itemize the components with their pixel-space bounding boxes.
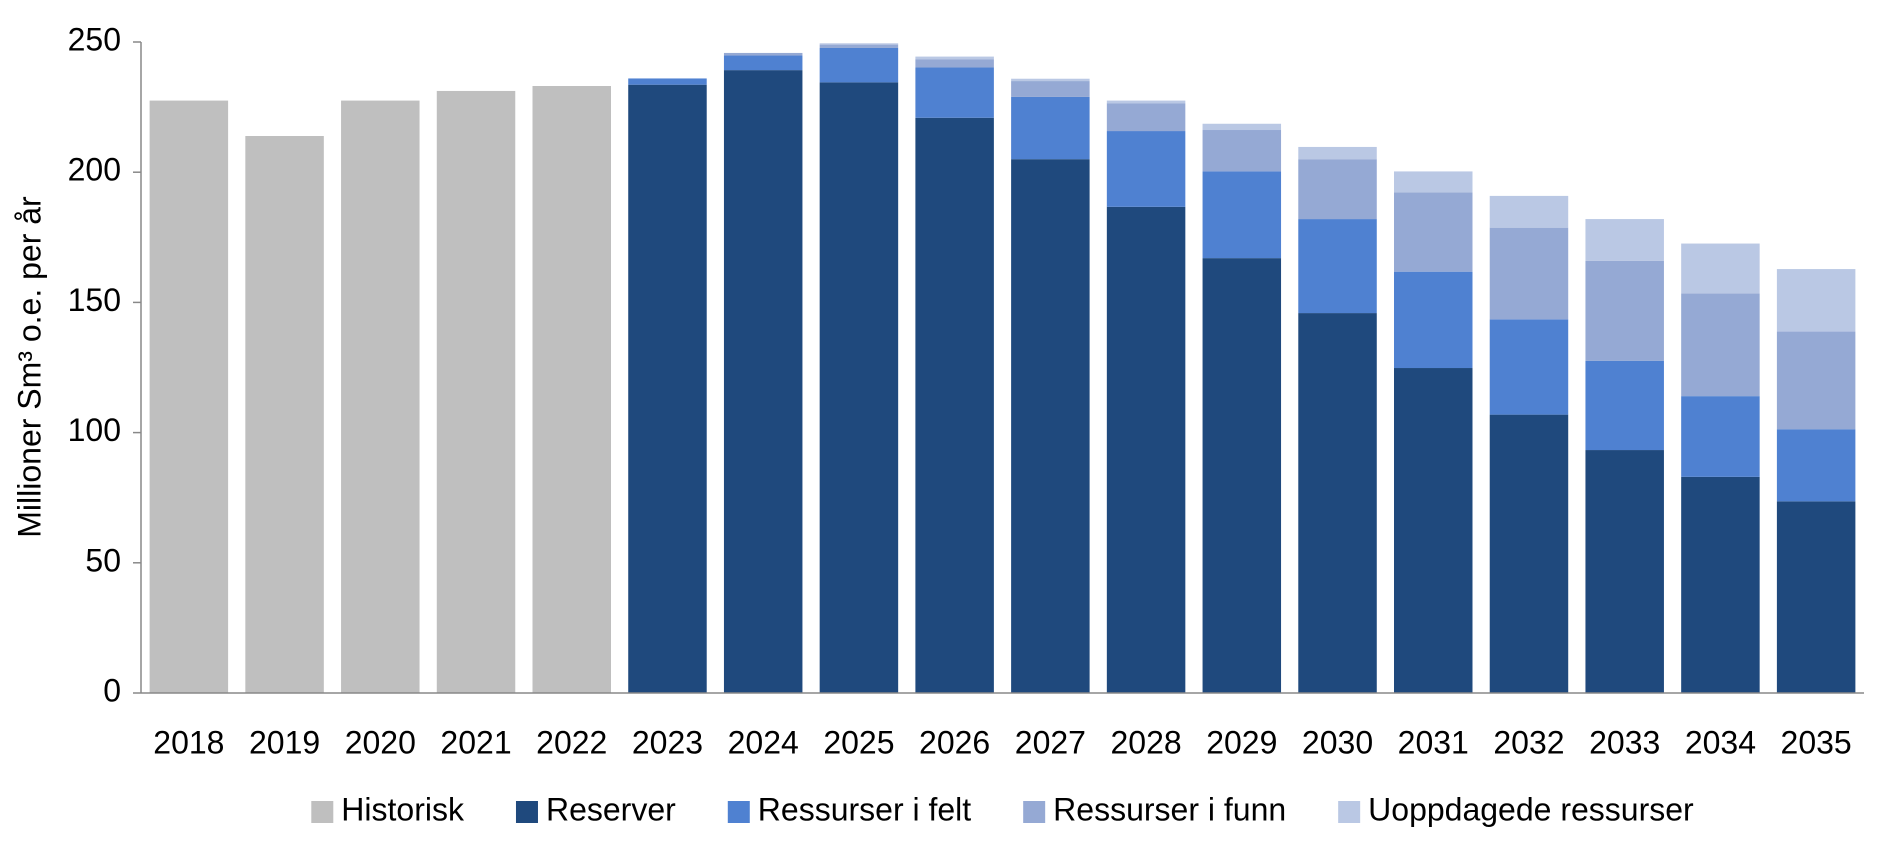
x-tick-label: 2027: [1015, 724, 1086, 760]
bar-segment: [723, 52, 803, 56]
x-tick-label: 2034: [1685, 724, 1756, 760]
x-tick-label: 2018: [153, 724, 224, 760]
bar-segment: [1394, 368, 1473, 693]
bar-segment: [1585, 360, 1664, 451]
x-tick-label: 2024: [728, 724, 799, 760]
bar-segment: [1681, 243, 1760, 294]
y-tick-label: 100: [68, 412, 121, 448]
bar-segment: [1681, 396, 1760, 477]
bar-segment: [1106, 206, 1186, 694]
bar-segment: [1489, 227, 1569, 320]
bar-segment: [1585, 260, 1664, 361]
bar-segment: [1202, 123, 1282, 131]
bar-segment: [819, 43, 899, 45]
bar-segment: [1776, 501, 1856, 693]
bar-segment: [1298, 146, 1377, 160]
y-tick-label: 50: [85, 542, 121, 578]
bar-segment: [1011, 81, 1090, 97]
bar-segment: [1681, 293, 1760, 397]
bar-segment: [819, 47, 899, 83]
y-tick-label: 150: [68, 282, 121, 318]
bar-segment: [1489, 195, 1569, 228]
bar-segment: [915, 67, 994, 118]
bar-segment: [915, 117, 994, 694]
bar-segment: [1298, 159, 1377, 220]
bar-segment: [245, 136, 324, 693]
bar-segment: [532, 86, 611, 694]
x-tick-label: 2033: [1589, 724, 1660, 760]
bar-segment: [1489, 414, 1569, 693]
x-tick-label: 2032: [1493, 724, 1564, 760]
bar-segment: [1106, 100, 1186, 104]
legend-swatch: [1338, 801, 1361, 823]
y-tick-label: 200: [68, 152, 121, 188]
bar-segment: [1585, 450, 1664, 693]
y-tick-label: 0: [103, 672, 121, 708]
legend-swatch: [515, 801, 538, 823]
legend-label: Historisk: [341, 791, 465, 827]
bar-segment: [341, 100, 420, 694]
x-tick-label: 2025: [823, 724, 894, 760]
x-tick-label: 2028: [1110, 724, 1181, 760]
bar-segment: [723, 70, 803, 694]
bar-segment: [819, 82, 899, 693]
bar-segment: [1011, 159, 1090, 693]
legend-swatch: [311, 801, 334, 823]
bar-segment: [1202, 171, 1282, 259]
bar-segment: [723, 55, 803, 71]
x-tick-label: 2031: [1398, 724, 1469, 760]
legend-label: Ressurser i funn: [1053, 791, 1286, 827]
x-tick-label: 2026: [919, 724, 990, 760]
x-tick-label: 2021: [440, 724, 511, 760]
bar-segment: [436, 90, 516, 693]
legend-label: Ressurser i felt: [758, 791, 972, 827]
legend-label: Reserver: [546, 791, 676, 827]
bar-segment: [1298, 219, 1377, 314]
bar-segment: [628, 78, 707, 85]
bar-segment: [1776, 331, 1856, 430]
bar-segment: [1106, 131, 1186, 207]
bar-segment: [1298, 313, 1377, 693]
bar-segment: [1776, 269, 1856, 332]
bar-segment: [819, 44, 899, 48]
x-tick-label: 2020: [345, 724, 416, 760]
bar-segment: [915, 56, 994, 60]
bar-segment: [1394, 171, 1473, 193]
bar-segment: [1011, 78, 1090, 82]
x-tick-label: 2022: [536, 724, 607, 760]
legend-swatch: [1023, 801, 1046, 823]
bar-segment: [628, 84, 707, 694]
y-tick-label: 250: [68, 21, 121, 57]
bar-segment: [1585, 219, 1664, 261]
bar-segment: [1489, 319, 1569, 415]
bar-segment: [1011, 96, 1090, 160]
bar-segment: [1202, 130, 1282, 172]
legend-label: Uoppdagede ressurser: [1368, 791, 1694, 827]
bar-segment: [1202, 258, 1282, 693]
bar-segment: [1106, 103, 1186, 132]
legend-swatch: [727, 801, 750, 823]
x-tick-label: 2023: [632, 724, 703, 760]
x-tick-label: 2035: [1781, 724, 1852, 760]
x-tick-label: 2030: [1302, 724, 1373, 760]
bar-segment: [1394, 271, 1473, 369]
x-tick-label: 2019: [249, 724, 320, 760]
bar-segment: [149, 100, 229, 694]
x-tick-label: 2029: [1206, 724, 1277, 760]
bar-segment: [1681, 476, 1760, 693]
bar-segment: [1776, 429, 1856, 502]
bar-segment: [915, 59, 994, 68]
y-axis-label: Millioner Sm³ o.e. per år: [11, 196, 47, 538]
bar-segment: [1394, 192, 1473, 272]
